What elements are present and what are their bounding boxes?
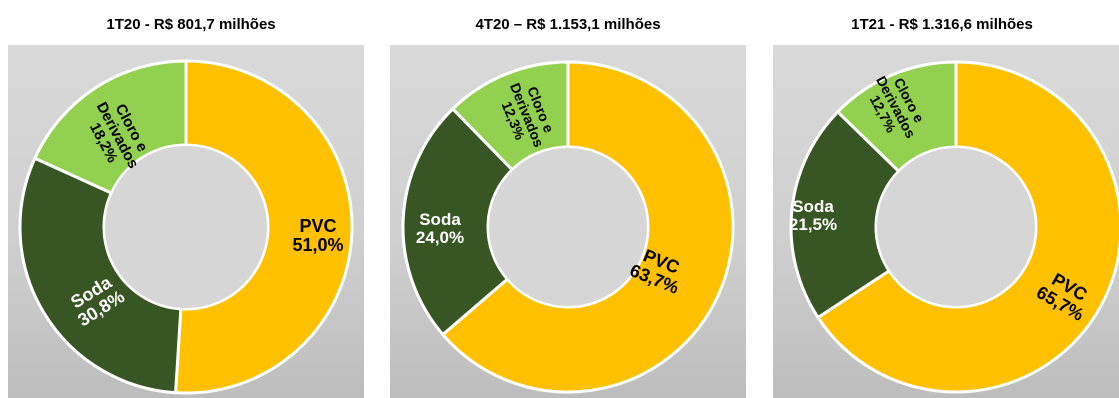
chart-3-label-pvc: PVC65,7% [1033,266,1097,325]
chart-3-donut-hole [877,148,1035,306]
chart-3-label-soda: Soda 21,5% [789,197,837,234]
chart-2-donut: PVC63,7%Soda 24,0%Cloro eDerivados12,3% [401,60,735,394]
chart-2-label-cloro-e-derivados: Cloro eDerivados12,3% [493,75,561,155]
chart-2-title: 4T20 – R$ 1.153,1 milhões [475,16,661,33]
chart-2-slice-cloro-e-derivados [450,60,570,172]
chart-1-slice-cloro-e-derivados [32,59,188,196]
chart-1-slice-soda [18,156,183,395]
chart-2-donut-hole [489,148,647,306]
chart-1-title: 1T20 - R$ 801,7 milhões [106,16,276,33]
chart-2-slice-soda [401,106,515,337]
chart-1-label-pvc: PVC 51,0% [292,216,343,255]
chart-3-donut: PVC65,7%Soda 21,5%Cloro eDerivados12,7% [789,60,1119,394]
chart-3-slice-pvc [815,60,1119,394]
chart-1-donut: PVC 51,0%Soda30,8%Cloro eDerivados18,2% [18,59,354,395]
chart-2-slice-pvc [440,60,735,394]
chart-1-donut-hole [105,146,267,308]
chart-3-slice-soda [789,109,901,320]
chart-3-title: 1T21 - R$ 1.316,6 milhões [851,16,1033,33]
chart-3-slice-cloro-e-derivados [835,60,958,174]
chart-2-label-soda: Soda 24,0% [416,210,464,247]
chart-1-slice-pvc [173,59,354,395]
